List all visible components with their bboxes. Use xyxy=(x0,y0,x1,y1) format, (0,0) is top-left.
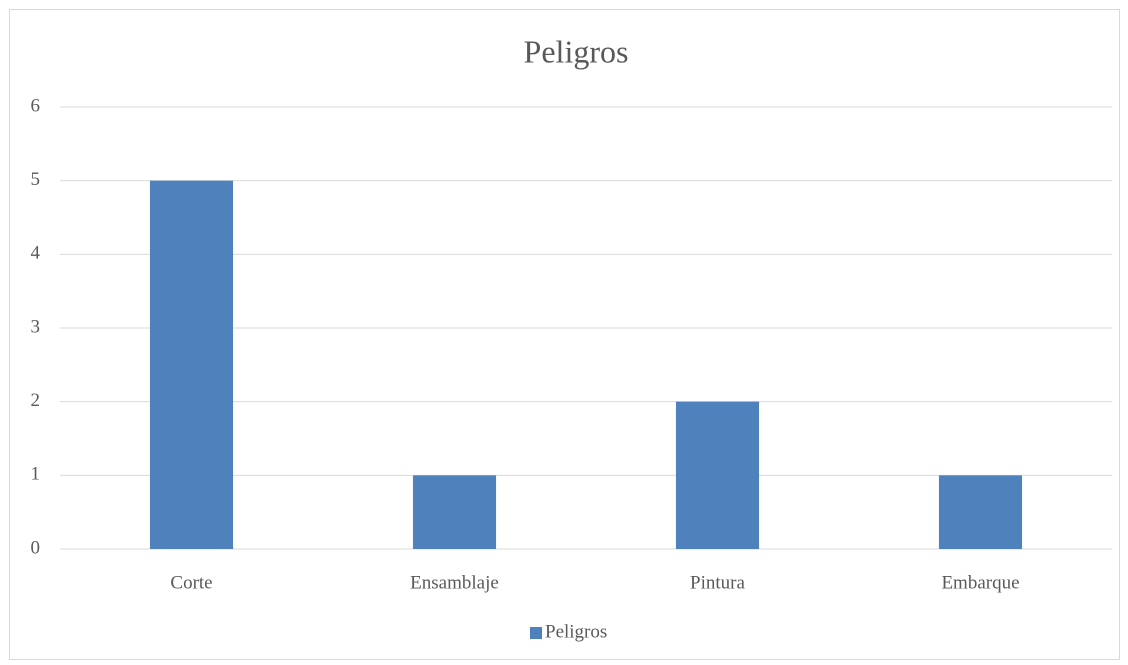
legend-swatch xyxy=(530,627,542,639)
bar xyxy=(675,401,760,549)
bar xyxy=(412,475,497,549)
bar xyxy=(149,180,234,549)
y-tick-label: 2 xyxy=(31,390,41,411)
x-tick-label: Corte xyxy=(170,572,212,593)
y-tick-label: 5 xyxy=(31,169,41,190)
bar xyxy=(938,475,1023,549)
y-tick-label: 0 xyxy=(31,537,41,558)
y-tick-label: 4 xyxy=(31,243,41,264)
x-tick-label: Ensamblaje xyxy=(410,572,499,593)
legend-label: Peligros xyxy=(545,621,607,642)
chart-title: Peligros xyxy=(524,33,629,69)
x-tick-label: Pintura xyxy=(690,572,745,593)
x-tick-label: Embarque xyxy=(941,572,1019,593)
y-tick-label: 1 xyxy=(31,464,41,485)
y-tick-label: 3 xyxy=(31,316,41,337)
y-tick-label: 6 xyxy=(31,95,41,116)
